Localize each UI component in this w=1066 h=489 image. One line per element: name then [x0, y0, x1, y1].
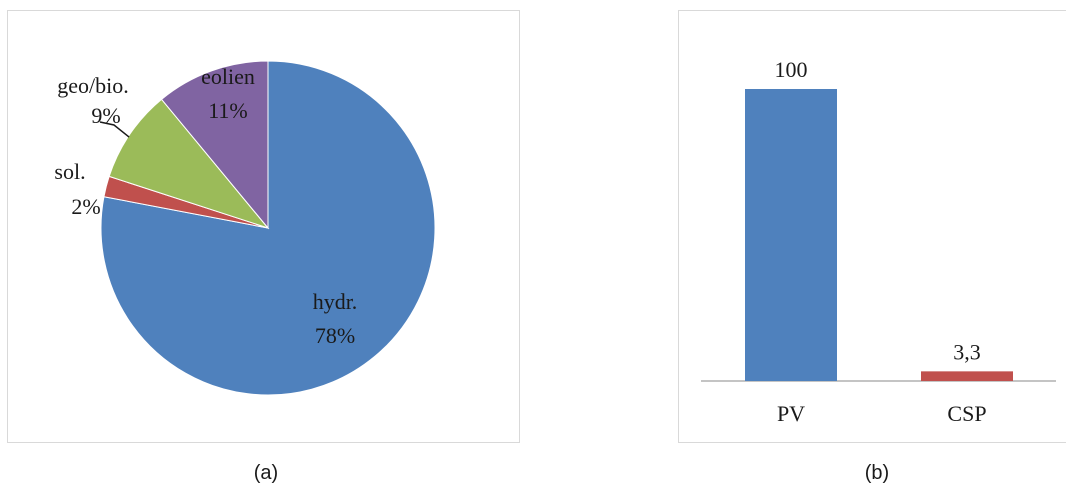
pie-label-name-sol: sol.	[54, 159, 85, 184]
caption-b: (b)	[864, 462, 890, 484]
pie-label-percent-geo-bio: 9%	[91, 103, 120, 128]
bar-category-label-pv: PV	[777, 401, 805, 426]
caption-a: (a)	[253, 462, 279, 484]
pie-slice-geo-bio	[108, 98, 270, 230]
bar-chart: 100 PV 3,3 CSP	[701, 57, 1056, 426]
pie-slice-eolien	[160, 60, 269, 230]
bar-category-label-csp: CSP	[947, 401, 986, 426]
pie-chart-panel: hydr. 78% sol. 2% geo/bio. 9% eolien 11%	[7, 10, 520, 443]
bar-chart-panel: 100 PV 3,3 CSP	[678, 10, 1066, 443]
pie-slice-hydr	[100, 60, 436, 396]
bar-value-label-pv: 100	[775, 57, 808, 82]
pie-label-percent-hydr: 78%	[315, 323, 355, 348]
bar-csp	[921, 371, 1013, 381]
bar-value-label-csp: 3,3	[953, 339, 981, 364]
pie-chart: hydr. 78% sol. 2% geo/bio. 9% eolien 11%	[54, 60, 436, 396]
pie-label-name-hydr: hydr.	[313, 289, 358, 314]
bar-pv	[745, 89, 837, 381]
pie-leader-line-geo-bio	[99, 121, 130, 138]
pie-label-name-geo-bio: geo/bio.	[57, 73, 129, 98]
pie-label-percent-sol: 2%	[71, 194, 100, 219]
pie-label-percent-eolien: 11%	[208, 98, 248, 123]
pie-label-name-eolien: eolien	[201, 64, 255, 89]
